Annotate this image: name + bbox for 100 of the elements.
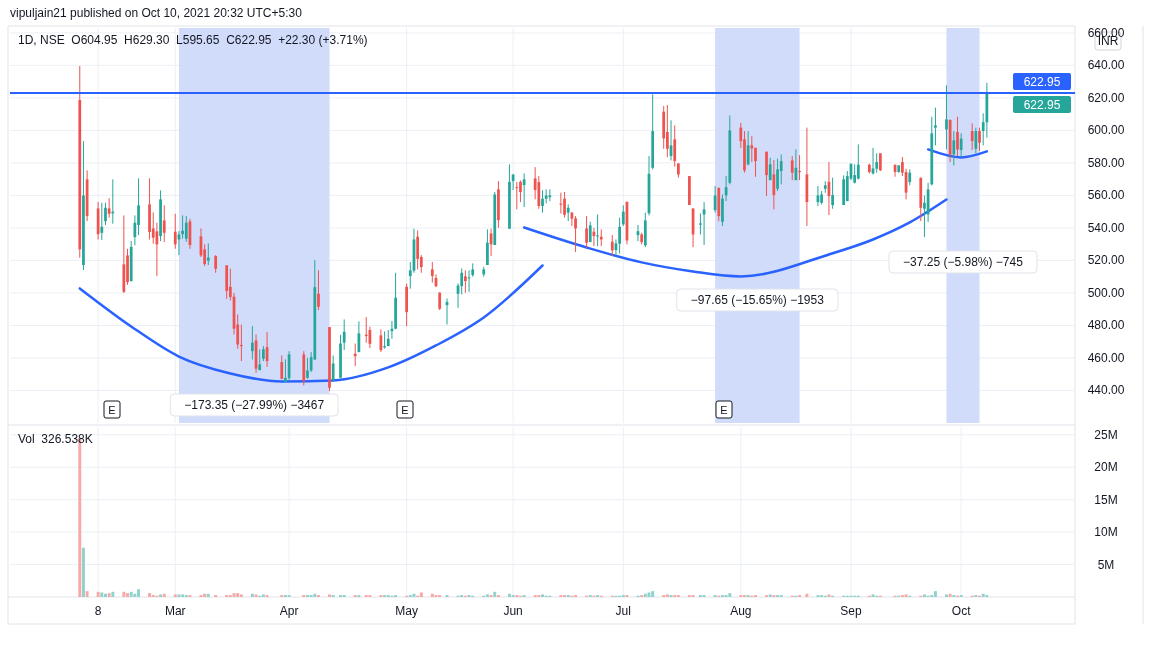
annotation: E: [720, 404, 728, 416]
y-tick-label: 25M: [1094, 427, 1118, 442]
candlestick: [107, 197, 111, 219]
x-tick-label: Mar: [164, 604, 186, 618]
band-label: −173.35 (−27.99%) −3467: [184, 398, 325, 412]
candlestick: [162, 204, 166, 243]
chart-title: Vol 326.538K: [18, 432, 93, 446]
candlestick: [585, 215, 588, 249]
y-tick-label: 640.00: [1087, 58, 1125, 73]
y-tick-label: 600.00: [1087, 123, 1125, 138]
y-tick-label: 560.00: [1087, 188, 1125, 203]
bar: [412, 593, 416, 597]
bar: [328, 594, 331, 597]
bar: [981, 593, 985, 597]
candlestick: [772, 159, 776, 210]
candlestick: [317, 269, 320, 311]
x-tick-label: Oct: [951, 604, 972, 618]
candlestick: [184, 215, 188, 243]
x-tick-label: Jun: [503, 604, 523, 618]
band-label: −37.25 (−5.98%) −745: [903, 255, 1024, 269]
bar: [85, 591, 89, 597]
chart-subtitle: vipuljain21 published on Oct 10, 2021 20:32 UTC+5:30: [10, 6, 303, 20]
bar: [933, 591, 937, 597]
bar: [250, 593, 254, 597]
line-series: [78, 264, 544, 383]
candlestick: [486, 228, 489, 266]
bar: [507, 593, 511, 597]
bar: [111, 591, 115, 597]
candlestick: [430, 261, 434, 284]
candlestick: [750, 135, 754, 163]
candlestick: [952, 130, 956, 166]
x-tick-label: Aug: [730, 604, 752, 618]
bar: [948, 593, 952, 597]
bar: [81, 547, 85, 597]
x-tick-label: Jul: [615, 604, 631, 618]
bar: [129, 591, 133, 597]
candlestick: [618, 217, 621, 254]
y-tick-label: 540.00: [1087, 220, 1125, 235]
candlestick: [416, 229, 420, 270]
y-tick-label: 20M: [1094, 460, 1118, 475]
annotation: E: [108, 404, 116, 416]
bar: [177, 594, 181, 597]
candlestick: [515, 181, 519, 210]
candlestick: [798, 154, 801, 181]
x-tick-label: Apr: [279, 604, 299, 618]
candlestick: [621, 204, 625, 227]
candlestick: [978, 127, 981, 152]
candlestick: [610, 234, 614, 257]
y-tick-label: 620.00: [1087, 90, 1125, 105]
y-tick-label: 520.00: [1087, 253, 1125, 268]
candlestick: [104, 202, 107, 226]
candlestick: [945, 84, 948, 150]
band-label: −97.65 (−15.65%) −1953: [690, 293, 825, 307]
candlestick: [776, 158, 779, 192]
candlestick: [574, 215, 577, 253]
candlestick: [959, 132, 963, 158]
bar: [541, 594, 544, 597]
bar: [137, 589, 140, 597]
candlestick: [251, 325, 254, 360]
bar: [827, 594, 831, 597]
bar: [313, 593, 317, 597]
chart-title: 1D, NSE O604.95 H629.30 L595.65 C622.95 +22.30 (+3.71%): [18, 33, 368, 47]
bar: [805, 593, 809, 597]
y-tick-label: 480.00: [1087, 318, 1125, 333]
candlestick: [779, 153, 783, 185]
x-tick-label: May: [395, 604, 418, 618]
candlestick: [956, 116, 959, 157]
candlestick: [519, 179, 522, 203]
candlestick: [673, 124, 677, 168]
y-tick-label: 580.00: [1087, 155, 1125, 170]
candlestick: [596, 213, 599, 247]
bar: [728, 593, 732, 597]
candlestick: [541, 189, 544, 214]
y-tick-label: 500.00: [1087, 285, 1125, 300]
bar: [126, 593, 129, 597]
candlestick: [765, 151, 768, 197]
bar: [173, 594, 177, 597]
candlestick: [239, 323, 243, 362]
candlestick: [100, 202, 104, 241]
y-tick-label: 440.00: [1087, 383, 1125, 398]
y-tick-label: 15M: [1094, 492, 1118, 507]
bar: [107, 593, 111, 597]
candlestick: [280, 354, 284, 380]
bar: [100, 592, 104, 597]
candlestick: [974, 127, 978, 154]
y-tick-label: 5M: [1097, 557, 1115, 572]
candlestick: [746, 130, 750, 166]
candlestick: [754, 147, 757, 178]
candlestick: [342, 318, 346, 351]
candlestick: [970, 122, 974, 151]
candlestick: [331, 354, 335, 382]
candlestick: [173, 213, 177, 250]
y-tick-label: 460.00: [1087, 350, 1125, 365]
x-tick-label: Sep: [840, 604, 862, 618]
ref-line-label: 622.95: [1023, 74, 1061, 89]
y-tick-label: 10M: [1094, 525, 1118, 540]
bar: [651, 591, 655, 597]
candlestick: [831, 177, 834, 210]
candlestick: [856, 143, 860, 180]
bar: [122, 591, 126, 597]
